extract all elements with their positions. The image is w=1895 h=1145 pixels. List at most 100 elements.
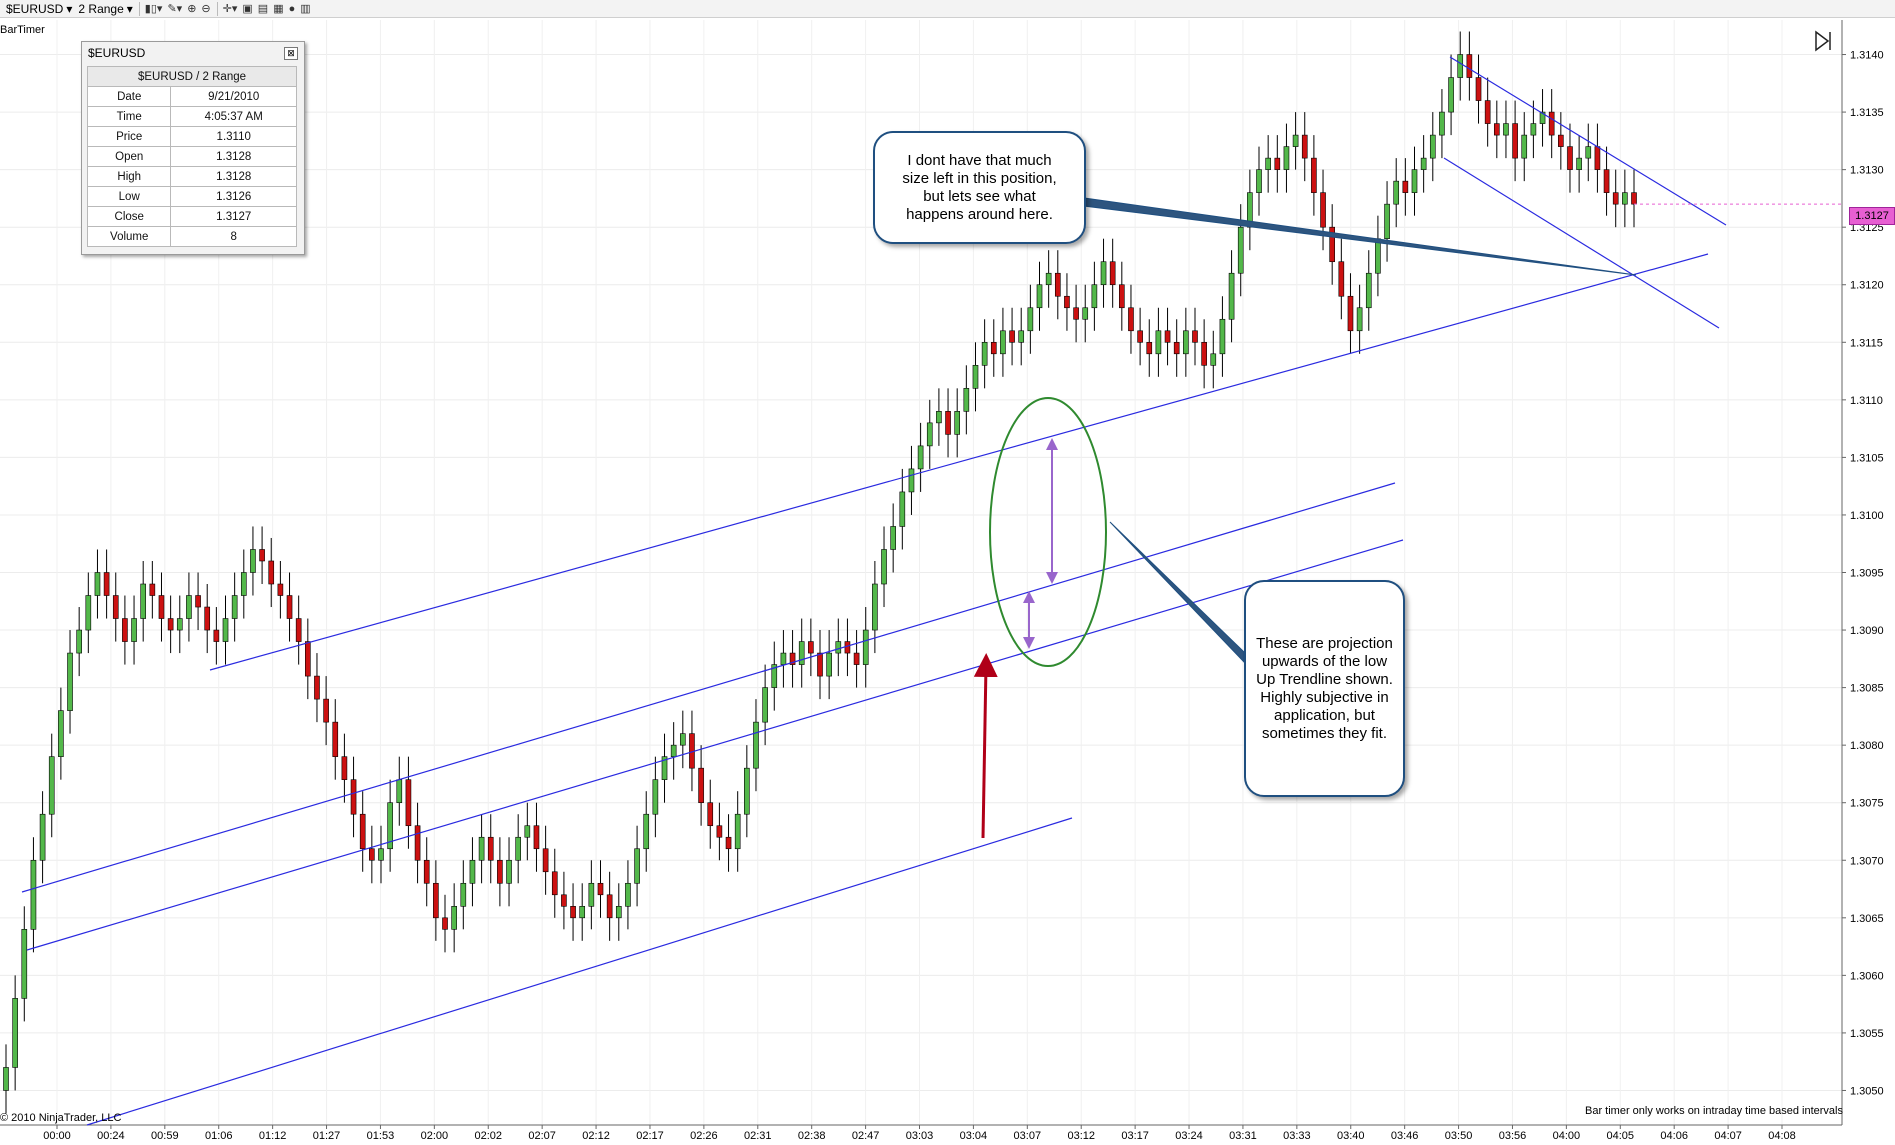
candle-body [1503,123,1509,136]
candle-body [1521,134,1528,159]
table-row: Date 9/21/2010 [86,86,297,107]
candle-body [1027,307,1034,332]
y-tick-label: 1.3105 [1850,452,1884,464]
candle-body [286,595,293,619]
data-box-header: $EURUSD ⊠ [82,42,304,64]
candle-body [1365,272,1372,309]
candle-body [1356,307,1363,332]
candle-body [780,652,787,665]
candle-body [1631,192,1637,205]
candle-body [798,641,805,665]
x-tick-labels: 00:00 00:24 00:59 01:06 01:12 01:27 01:53 02:00… [43,1125,1796,1142]
candle-body [122,618,128,642]
row-label: Close [86,206,172,227]
candle-body [341,756,348,780]
row-label: Low [86,186,172,207]
candle-body [1045,272,1052,286]
zoom-in-icon[interactable]: ⊕ [187,3,197,15]
x-tick-label: 03:03 [906,1130,934,1142]
y-tick-label: 1.3120 [1850,280,1884,292]
coin-icon[interactable]: ● [288,2,296,15]
mid-channel-line [21,482,1396,893]
candle-body [58,710,64,757]
toolbar: $EURUSD ▾ 2 Range ▾ ▮▯▾ ✎▾ ⊕ ⊖ ✛▾ ▣ ▤ ▦ ● … [0,0,1895,18]
data-box-window[interactable]: $EURUSD ⊠ $EURUSD / 2 Range Date 9/21/201… [81,41,305,255]
candle-body [1530,123,1537,136]
candle-body [533,825,540,850]
candle-body [1173,341,1180,355]
x-tick-label: 03:33 [1283,1130,1311,1142]
zoom-out-icon[interactable]: ⊖ [201,3,211,15]
callout-right-text: These are projection upwards of the low … [1256,634,1393,742]
save-icon[interactable]: ▥ [300,3,311,15]
x-tick-label: 01:53 [367,1130,395,1142]
candle-body [396,779,403,804]
candle-body [524,825,531,838]
data-box-icon[interactable]: ▣ [242,3,253,15]
candle-body [1155,330,1162,355]
candle-body [506,859,512,884]
lower-channel-line [26,539,1404,951]
callout-top: I dont have that much size left in this … [873,131,1086,244]
row-value: 1.3110 [170,126,297,147]
candle-body [1201,341,1207,366]
data-box-table: $EURUSD / 2 Range Date 9/21/2010 Time 4:05… [86,66,297,247]
candle-body [30,859,37,930]
y-tick-label: 1.3060 [1850,970,1884,982]
candle-body [1393,180,1400,205]
candle-body [423,859,430,884]
candlestick-icon[interactable]: ▮▯▾ [144,3,163,15]
candle-body [817,652,823,677]
instrument-selector[interactable]: $EURUSD ▾ [6,2,72,16]
candle-body [85,595,92,631]
x-tick-label: 01:27 [313,1130,341,1142]
table-row: Low 1.3126 [86,186,297,207]
toolbar-divider [216,1,218,16]
candle-body [369,848,375,861]
candle-body [579,906,586,919]
candle-body [917,445,924,470]
y-tick-label: 1.3095 [1850,568,1884,580]
candle-body [433,882,439,919]
candle-body [1219,318,1226,355]
candle-body [725,836,732,850]
down-channel-upper [1449,56,1727,226]
row-value: 1.3128 [170,166,297,187]
y-tick-label: 1.3050 [1850,1085,1884,1097]
candle-body [305,641,311,677]
x-tick-label: 02:02 [474,1130,502,1142]
candle-body [881,549,887,585]
chart-properties-icon[interactable]: ▦ [273,3,284,15]
candle-body [94,572,101,596]
close-icon[interactable]: ⊠ [284,46,298,60]
candle-body [789,652,796,665]
candle-body [890,526,896,550]
candle-body [908,468,915,493]
candle-body [314,675,320,700]
candle-body [3,1067,9,1091]
candle-body [1576,157,1582,170]
scroll-end-icon[interactable] [1815,30,1831,52]
x-tick-label: 04:06 [1660,1130,1688,1142]
row-label: High [86,166,172,187]
candle-body [195,595,201,608]
pencil-icon[interactable]: ✎▾ [167,3,183,15]
candle-body [835,641,842,654]
candle-body [323,698,329,723]
trendlines [21,56,1727,1126]
upper-channel-line [209,253,1709,671]
down-channel-lower [1443,157,1720,329]
candle-body [250,549,256,573]
period-selector[interactable]: 2 Range ▾ [78,2,132,16]
candle-body [963,388,970,412]
row-label: Volume [86,226,172,247]
candle-body [625,882,631,907]
row-value: 9/21/2010 [170,86,297,107]
row-value: 1.3127 [170,206,297,227]
y-tick-label: 1.3125 [1850,222,1884,234]
folder-icon[interactable]: ▤ [257,3,269,15]
candle-body [414,825,421,861]
x-tick-label: 03:24 [1175,1130,1203,1142]
crosshair-icon[interactable]: ✛▾ [222,3,238,15]
candle-body [1265,157,1271,170]
